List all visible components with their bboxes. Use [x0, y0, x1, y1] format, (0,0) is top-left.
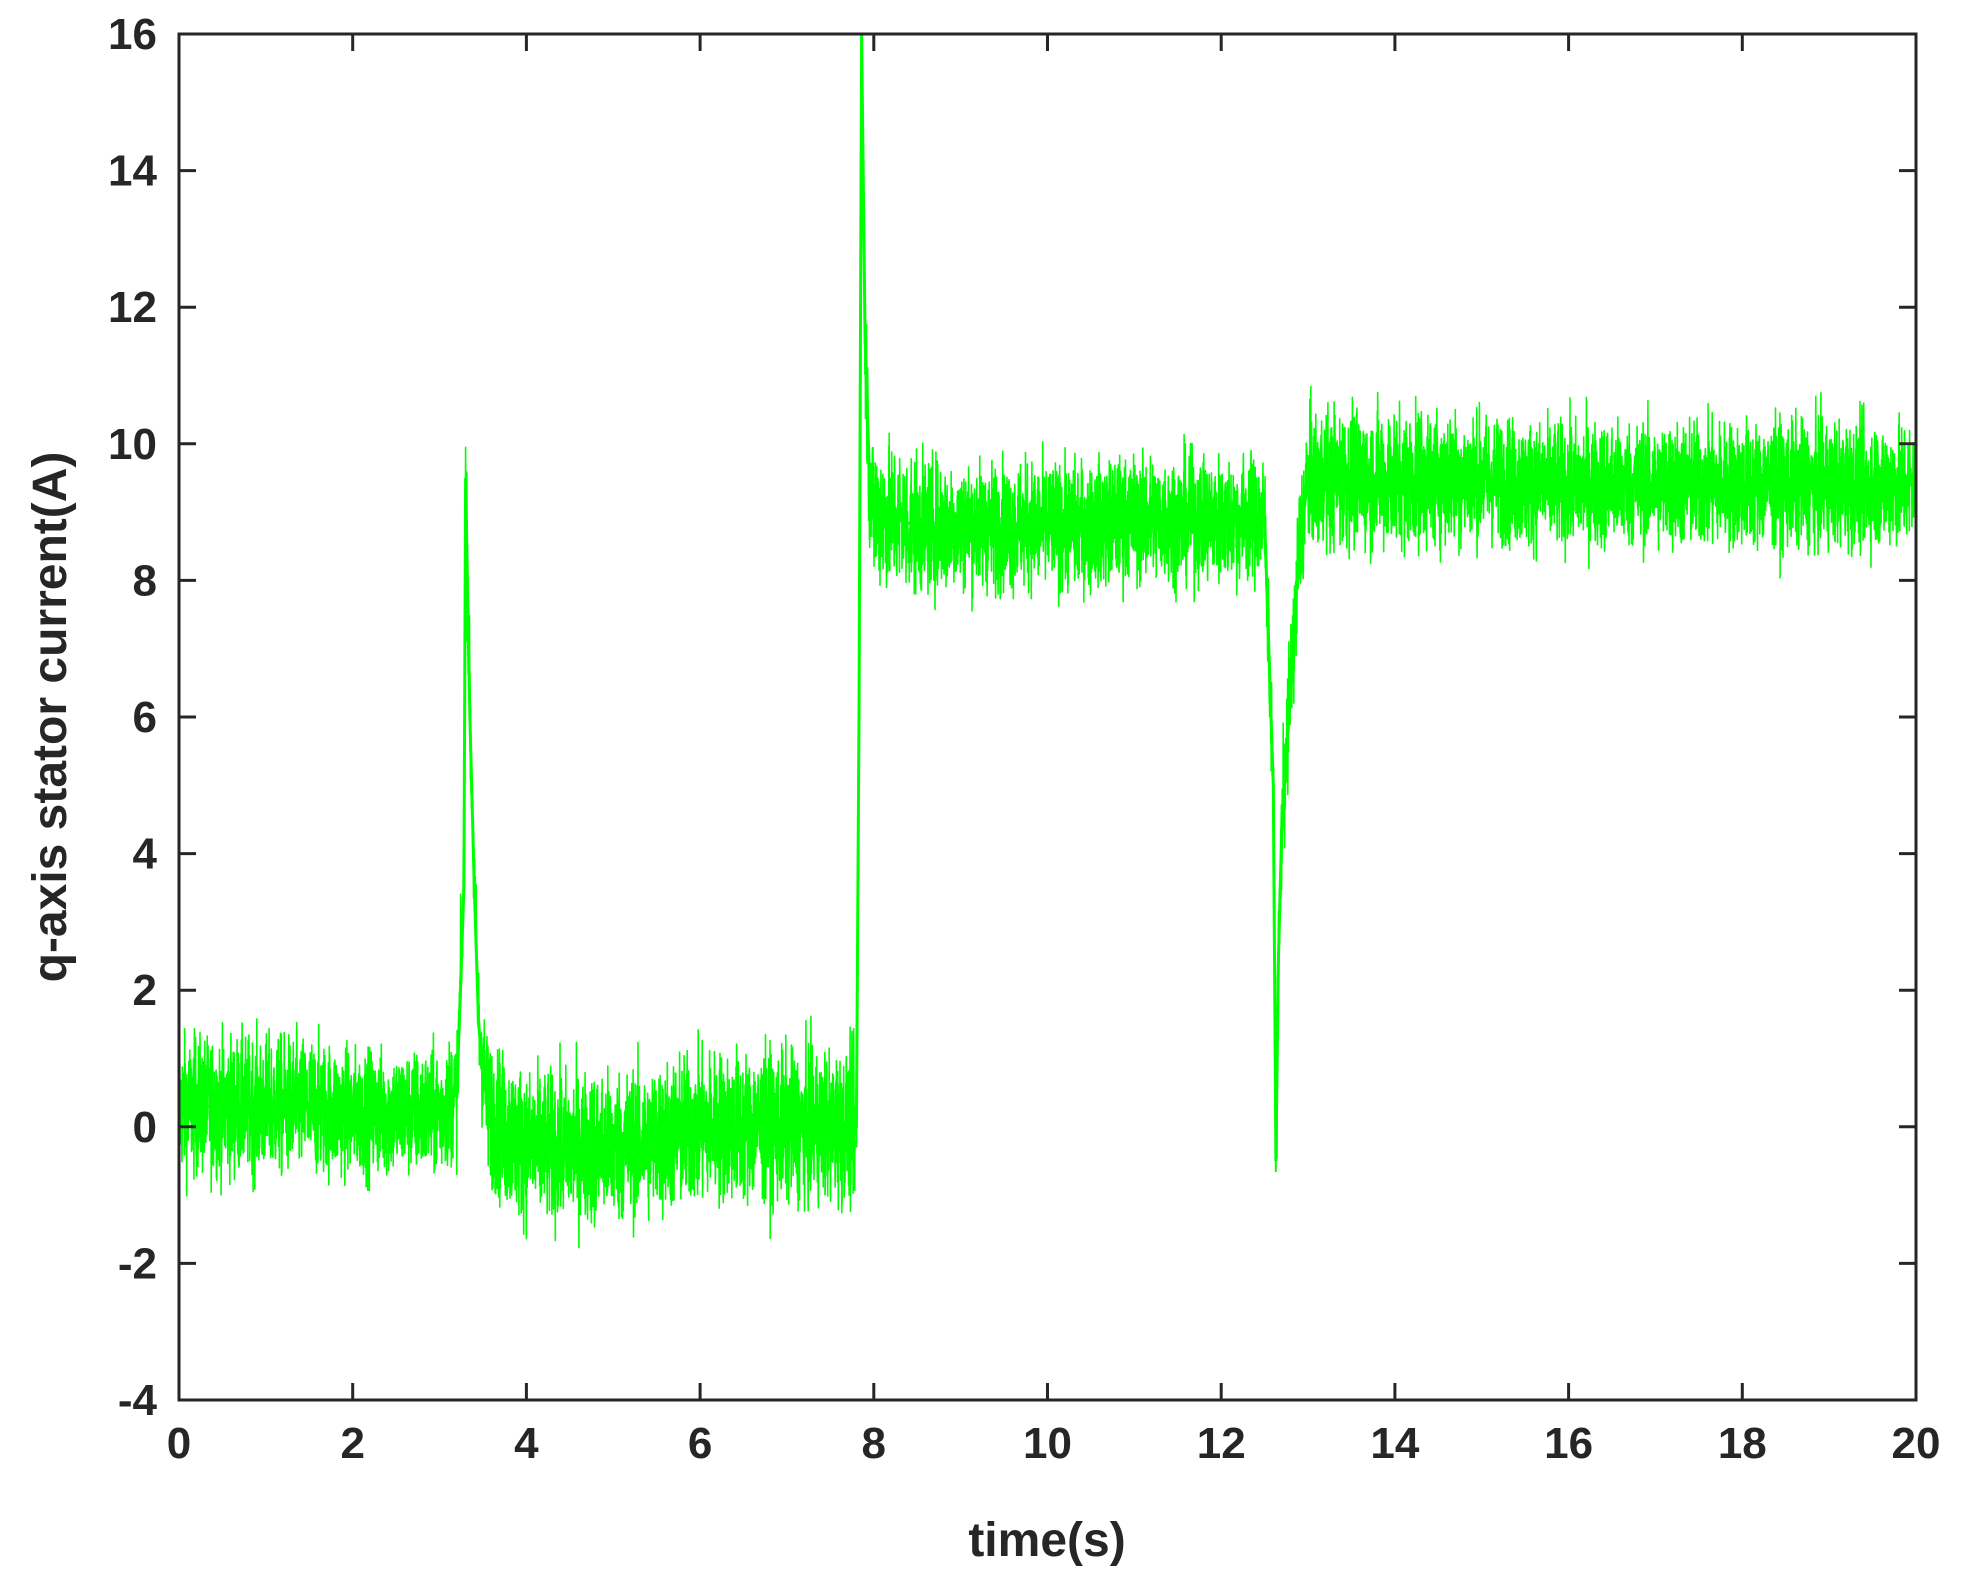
- x-tick-label: 14: [1370, 1419, 1419, 1468]
- x-tick-label: 10: [1023, 1419, 1072, 1468]
- y-tick-label: 4: [133, 830, 158, 879]
- y-tick-label: 6: [133, 693, 157, 742]
- x-tick-label: 6: [688, 1419, 712, 1468]
- y-tick-label: 0: [133, 1103, 157, 1152]
- y-tick-label: 14: [108, 147, 157, 196]
- y-tick-label: 2: [133, 966, 157, 1015]
- y-tick-label: 12: [108, 283, 157, 332]
- x-tick-label: 0: [167, 1419, 191, 1468]
- x-tick-label: 4: [514, 1419, 539, 1468]
- x-tick-label: 12: [1197, 1419, 1246, 1468]
- y-tick-label: 8: [133, 556, 157, 605]
- x-axis-ticks: 0 2 4 6 8 10 12 14 16 18 20: [167, 34, 1941, 1468]
- y-axis-ticks: -4 -2 0 2 4 6 8 10 12 14 16: [108, 10, 1916, 1425]
- x-axis-label: time(s): [968, 1514, 1125, 1567]
- y-tick-label: -4: [118, 1376, 158, 1425]
- y-tick-label: -2: [118, 1239, 157, 1288]
- x-tick-label: 18: [1718, 1419, 1767, 1468]
- x-tick-label: 2: [340, 1419, 364, 1468]
- series-trend-0: [179, 34, 1916, 1162]
- x-tick-label: 8: [862, 1419, 886, 1468]
- y-axis-label: q-axis stator current(A): [24, 452, 77, 983]
- y-tick-label: 16: [108, 10, 157, 59]
- x-tick-label: 16: [1544, 1419, 1593, 1468]
- x-tick-label: 20: [1892, 1419, 1941, 1468]
- y-tick-label: 10: [108, 420, 157, 469]
- series-layer: [179, 34, 1916, 1249]
